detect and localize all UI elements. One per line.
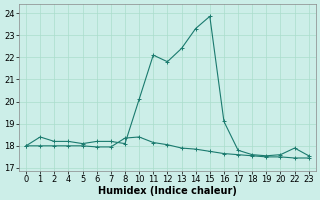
X-axis label: Humidex (Indice chaleur): Humidex (Indice chaleur) bbox=[98, 186, 237, 196]
